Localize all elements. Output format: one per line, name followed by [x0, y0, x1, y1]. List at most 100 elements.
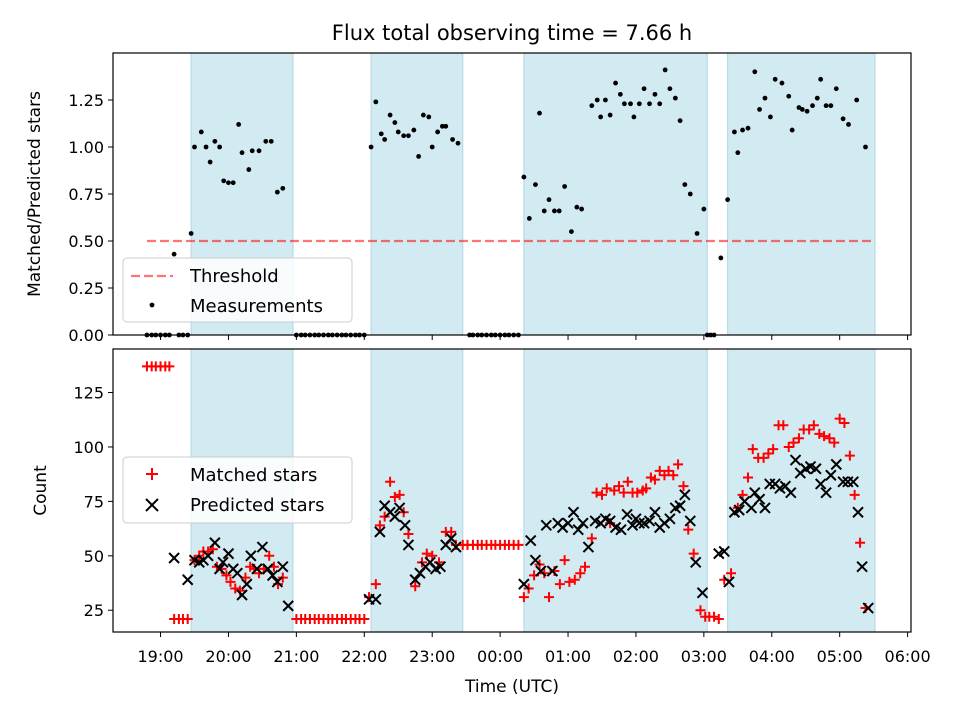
predicted-star-point — [745, 502, 758, 514]
predicted-star-point — [679, 489, 691, 501]
predicted-star-point — [529, 554, 542, 566]
predicted-star-point — [445, 532, 457, 545]
y-tick-label: 0.75 — [68, 185, 104, 204]
measurement-point — [574, 204, 580, 210]
predicted-star-point — [434, 560, 447, 573]
predicted-star-point — [810, 463, 822, 475]
bottom-panel-counts: 25 50 75 100 125 19:00 20:00 21:00 22:00 23:00 00:… — [31, 348, 931, 666]
matched-star-point — [609, 485, 620, 496]
measurement-point — [757, 107, 762, 112]
measurement-point — [662, 67, 668, 73]
measurement-point — [236, 122, 242, 127]
measurement-point — [735, 150, 741, 156]
predicted-star-point — [567, 506, 580, 518]
matched-star-point — [758, 452, 769, 463]
measurement-point — [552, 208, 557, 214]
measurement-point — [672, 95, 678, 101]
matched-star-point — [591, 487, 602, 498]
observing-interval-bottom-4 — [727, 348, 876, 633]
x-axis-label: Time (UTC) — [464, 677, 559, 697]
predicted-star-point — [393, 502, 406, 514]
measurement-point — [373, 99, 379, 105]
matched-star-point — [804, 424, 815, 435]
x-tick-label: 02:00 — [613, 647, 659, 666]
matched-star-point — [518, 592, 529, 603]
matched-star-point — [374, 520, 385, 531]
measurement-point — [682, 182, 688, 188]
predicted-star-point — [370, 593, 382, 606]
predicted-star-point — [785, 486, 797, 499]
measurement-point — [226, 180, 231, 186]
predicted-star-point — [723, 576, 735, 588]
measurement-point — [818, 76, 824, 82]
matched-star-point — [649, 474, 660, 485]
predicted-star-point — [231, 567, 243, 579]
measurement-point — [263, 138, 269, 144]
matched-star-point — [844, 450, 855, 461]
measurement-point — [395, 129, 401, 135]
matched-star-point — [601, 483, 612, 494]
chart-title: Flux total observing time = 7.66 h — [332, 21, 692, 45]
predicted-star-point — [540, 519, 553, 532]
predicted-star-point — [277, 560, 289, 573]
measurement-point — [249, 148, 255, 154]
predicted-star-point — [282, 600, 294, 612]
matched-star-point — [370, 579, 381, 590]
matched-star-point — [743, 472, 754, 483]
predicted-star-point — [690, 556, 702, 569]
measurement-point — [863, 144, 868, 150]
measurement-point — [602, 97, 608, 103]
measurement-point — [745, 125, 751, 131]
predicted-star-point — [582, 541, 595, 553]
predicted-star-point — [374, 526, 386, 538]
measurement-point — [188, 231, 194, 236]
measurement-point — [772, 76, 778, 82]
axes-frame — [112, 52, 912, 336]
measurement-point — [443, 123, 449, 129]
measurement-point — [823, 103, 829, 109]
x-tick-label: 05:00 — [817, 647, 863, 666]
measurement-point — [533, 182, 538, 188]
matched-star-point — [763, 448, 774, 459]
predicted-star-point — [209, 537, 221, 549]
predicted-star-point — [621, 508, 633, 521]
measurement-point — [192, 144, 197, 150]
predicted-star-point — [847, 476, 859, 488]
predicted-star-point — [213, 563, 226, 575]
predicted-star-point — [684, 515, 696, 527]
measurement-point — [546, 197, 552, 203]
y-tick-label: 25 — [84, 601, 104, 620]
matched-star-point — [726, 568, 737, 579]
predicted-star-point — [830, 458, 843, 471]
matched-star-point — [808, 420, 819, 431]
predicted-star-point — [399, 519, 411, 532]
measurement-point — [607, 112, 613, 118]
matched-star-point — [580, 561, 591, 572]
measurement-point — [198, 129, 204, 135]
predicted-star-point — [546, 565, 559, 577]
predicted-star-point — [181, 574, 194, 586]
measurement-point — [569, 229, 574, 235]
predicted-star-point — [535, 565, 547, 577]
matched-star-point — [824, 433, 835, 444]
measurement-point — [416, 154, 422, 159]
matched-star-point — [596, 489, 607, 500]
matched-star-point — [668, 470, 679, 481]
measurement-point — [221, 178, 227, 184]
y-axis-label: Count — [31, 465, 51, 516]
measurement-point — [426, 114, 432, 120]
predicted-star-point — [524, 534, 537, 547]
predicted-star-point — [643, 515, 656, 527]
predicted-star-point — [852, 506, 864, 518]
predicted-star-point — [402, 539, 415, 551]
measurement-point — [521, 174, 527, 180]
measurement-point — [387, 112, 393, 118]
measurement-point — [631, 114, 637, 120]
measurement-point — [854, 97, 860, 103]
matched-star-point — [421, 548, 432, 559]
matched-star-point — [834, 413, 845, 424]
measurement-point — [382, 137, 388, 142]
matched-star-point — [673, 459, 684, 470]
measurement-point — [725, 197, 731, 203]
measurement-point — [846, 122, 851, 127]
